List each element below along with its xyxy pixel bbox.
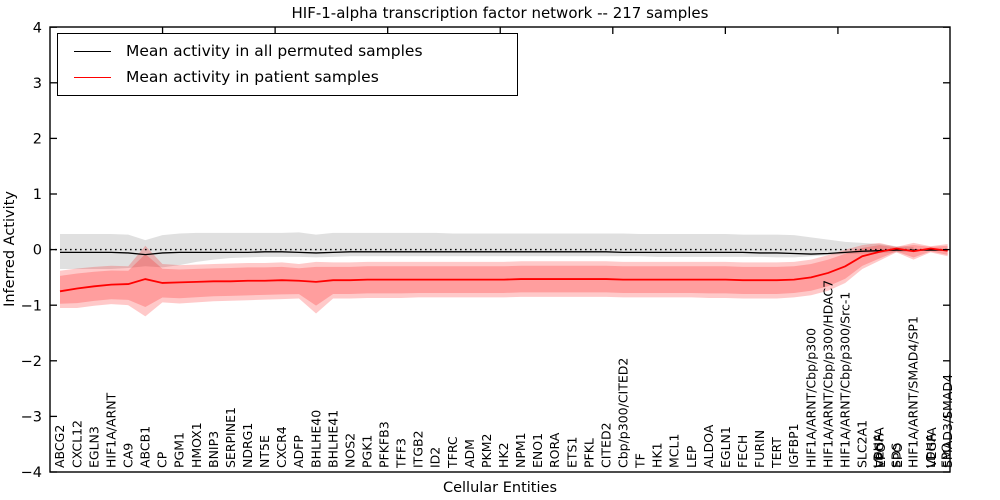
- x-tick-label: PGM1: [172, 432, 187, 468]
- y-tick-label: 2: [33, 131, 42, 147]
- x-tick-label: PFKFB3: [377, 421, 392, 468]
- x-tick-label-overlap: EPO: [939, 443, 954, 468]
- y-tick-label: −1: [21, 298, 42, 314]
- x-tick-label-overlap: VEGFA: [924, 427, 939, 468]
- legend-item-patient: Mean activity in patient samples: [74, 67, 517, 86]
- x-tick-label: TERT: [769, 437, 784, 469]
- x-tick-label: EGLN3: [86, 426, 101, 468]
- x-tick-label: PKM2: [479, 434, 494, 468]
- x-tick-label: HIF1A/ARNT/Cbp/p300/HDAC7: [820, 280, 835, 468]
- y-tick-label: −2: [21, 354, 42, 370]
- x-tick-label: PFKL: [581, 438, 596, 468]
- x-tick-label: BNIP3: [206, 431, 221, 468]
- x-tick-label: ETS1: [564, 437, 579, 468]
- legend: Mean activity in all permuted samples Me…: [57, 33, 518, 96]
- legend-item-permuted: Mean activity in all permuted samples: [74, 42, 517, 60]
- x-tick-label: IGFBP1: [786, 423, 801, 468]
- x-tick-label: HIF1A/ARNT: [103, 392, 118, 468]
- x-tick-label: ABCB1: [138, 426, 153, 468]
- x-tick-label: HK1: [650, 442, 665, 468]
- y-tick-label: 3: [33, 76, 42, 92]
- y-tick-label: −3: [21, 409, 42, 425]
- x-tick-label: FURIN: [752, 430, 767, 468]
- x-tick-label: BHLHE41: [325, 410, 340, 468]
- x-tick-label: ABCG2: [52, 425, 67, 468]
- x-tick-label: SMAD3/SMAD4: [940, 374, 955, 468]
- x-tick-label: NOS2: [342, 433, 357, 468]
- permuted-mean-line: [60, 249, 948, 256]
- x-tick-label: ALDOA: [701, 424, 716, 468]
- y-tick-label: 0: [33, 243, 42, 259]
- x-tick-label: CITED2: [598, 422, 613, 468]
- x-tick-label: LDHA: [923, 433, 938, 468]
- permuted-band: [60, 232, 914, 270]
- x-tick-label: TFRC: [445, 436, 460, 469]
- x-tick-label: LEP: [684, 445, 699, 468]
- x-tick-label: TF: [633, 453, 648, 469]
- x-tick-label-overlap: LDHA: [870, 433, 885, 468]
- x-tick-label: ITGB2: [411, 430, 426, 468]
- x-tick-label: CA9: [120, 443, 135, 468]
- chart-title: HIF-1-alpha transcription factor network…: [291, 4, 709, 22]
- x-tick-label: SDS: [889, 442, 904, 468]
- y-tick-label: 1: [33, 187, 42, 203]
- x-tick-label: EGLN1: [718, 426, 733, 468]
- x-tick-label: PGK1: [359, 435, 374, 468]
- x-tick-label-overlap: EPO: [873, 443, 888, 468]
- x-tick-label: ID2: [428, 447, 443, 468]
- x-tick-label: FECH: [735, 435, 750, 468]
- x-axis-label: Cellular Entities: [442, 480, 558, 496]
- x-tick-label: HIF1A/ARNT/SMAD4/SP1: [906, 316, 921, 468]
- legend-line-permuted-icon: [74, 51, 111, 53]
- x-tick-label: HIF1A/ARNT/Cbp/p300: [803, 328, 818, 468]
- x-tick-label: HMOX1: [189, 422, 204, 468]
- x-tick-label: Cbp/p300/CITED2: [616, 358, 631, 468]
- x-tick-label: NPM1: [513, 432, 528, 468]
- legend-label-patient: Mean activity in patient samples: [126, 67, 379, 86]
- legend-line-patient-icon: [74, 76, 111, 78]
- x-tick-label: CXCL12: [69, 420, 84, 468]
- x-tick-label: TFF3: [394, 438, 409, 469]
- x-tick-label: ADM: [462, 439, 477, 468]
- x-tick-label: SLC2A1: [854, 420, 869, 468]
- x-tick-label: NT5E: [257, 435, 272, 468]
- x-tick-label: SERPINE1: [223, 407, 238, 468]
- x-tick-label: HIF1A/ARNT/Cbp/p300/Src-1: [837, 292, 852, 468]
- x-tick-label: BHLHE40: [308, 410, 323, 468]
- patient-band-inner: [60, 245, 948, 308]
- x-tick-label-overlap: EPO: [890, 443, 905, 468]
- legend-label-permuted: Mean activity in all permuted samples: [126, 42, 423, 60]
- x-tick-label: MCL1: [667, 434, 682, 468]
- y-tick-label: −4: [21, 465, 42, 481]
- patient-mean-line: [59, 247, 948, 293]
- x-tick-label: HK2: [496, 442, 511, 468]
- y-tick-label: 4: [33, 20, 42, 36]
- x-tick-label: ADFP: [291, 435, 306, 468]
- x-tick-label: NDRG1: [240, 423, 255, 468]
- x-tick-label: CXCR4: [274, 426, 289, 468]
- x-tick-label: VEGFA: [872, 427, 887, 468]
- x-tick-label: CP: [155, 451, 170, 468]
- x-tick-label: RORA: [547, 432, 562, 468]
- x-tick-label: ENO1: [530, 433, 545, 468]
